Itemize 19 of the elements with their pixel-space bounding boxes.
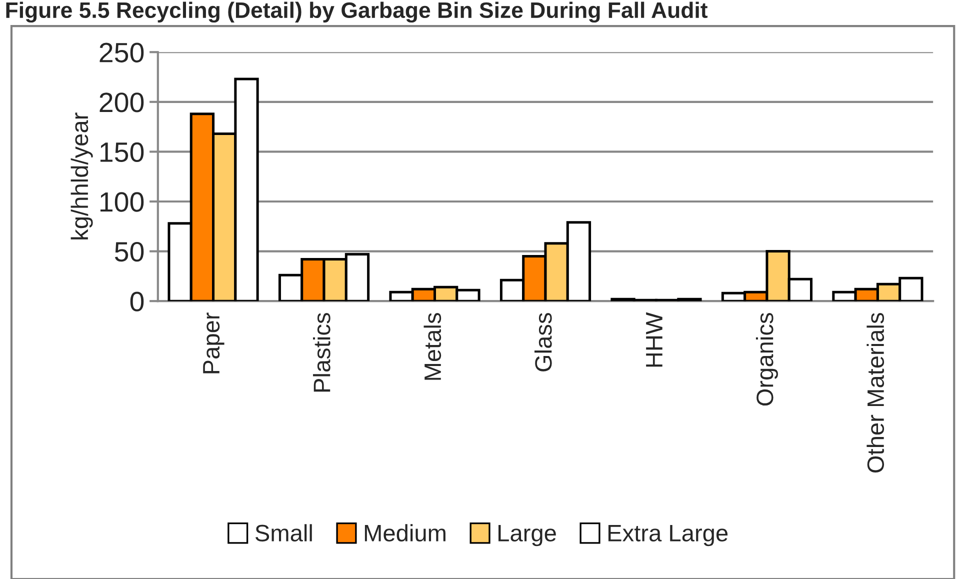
y-tick-label: 100 (100, 192, 144, 212)
legend-label: Extra Large (608, 525, 728, 546)
legend-label: Large (498, 525, 556, 546)
legend-label: Medium (364, 524, 446, 542)
x-tick-label: Organics (756, 313, 778, 406)
y-tick-label: 0 (130, 292, 144, 312)
chart-title: Figure 5.5 Recycling (Detail) by Garbage Bin Size During Fall Audit (6, 2, 708, 23)
x-tick-label: HHW (646, 312, 662, 367)
y-tick-label: 200 (100, 92, 144, 112)
y-tick-label: 50 (114, 242, 144, 262)
x-tick-label: Other Materials (866, 313, 884, 472)
y-tick-label: 250 (100, 42, 144, 62)
x-tick-label: Plastics (313, 313, 330, 392)
y-tick-label: 150 (100, 142, 144, 162)
x-tick-label: Metals (424, 313, 442, 380)
x-tick-label: Glass (534, 313, 552, 372)
y-axis-title: kg/hhld/year (70, 112, 93, 240)
legend-label: Small (255, 524, 312, 542)
x-tick-label: Paper (203, 312, 224, 374)
